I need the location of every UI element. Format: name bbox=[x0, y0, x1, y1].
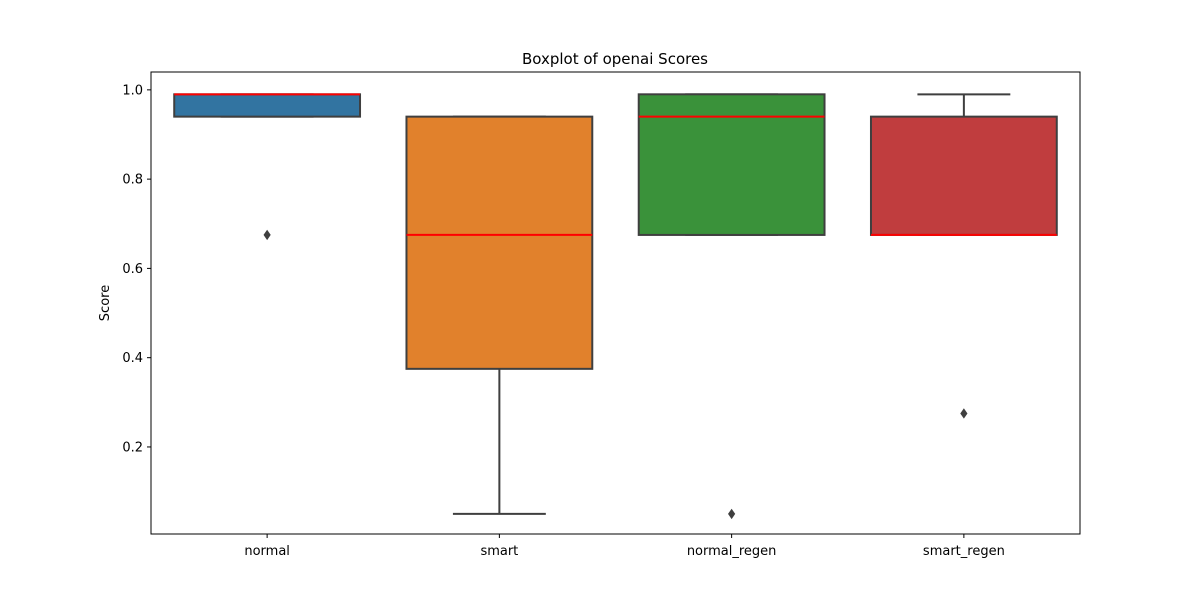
box-group-smart-regen bbox=[869, 93, 1058, 419]
x-axis-ticks: normal smart normal_regen smart_regen bbox=[244, 534, 1005, 559]
box-group-smart bbox=[405, 115, 594, 515]
x-tick-label: normal bbox=[244, 544, 290, 559]
iqr-box bbox=[173, 93, 362, 118]
y-tick-label: 0.4 bbox=[122, 351, 143, 366]
iqr-box bbox=[405, 115, 594, 370]
plot-marks bbox=[173, 93, 1058, 520]
y-axis-ticks: 0.2 0.4 0.6 0.8 1.0 bbox=[122, 83, 151, 455]
chart-title: Boxplot of openai Scores bbox=[522, 50, 708, 68]
outlier-point bbox=[728, 508, 736, 520]
x-tick-label: smart_regen bbox=[923, 544, 1005, 559]
box-group-normal-regen bbox=[637, 93, 826, 520]
x-tick-label: normal_regen bbox=[687, 544, 777, 559]
y-tick-label: 1.0 bbox=[122, 83, 143, 98]
outlier-point bbox=[263, 229, 271, 241]
plot-frame bbox=[150, 71, 1081, 535]
y-axis-label: Score bbox=[98, 285, 113, 321]
iqr-box bbox=[637, 93, 826, 236]
y-tick-label: 0.6 bbox=[122, 262, 143, 277]
y-tick-label: 0.8 bbox=[122, 173, 143, 188]
y-tick-label: 0.2 bbox=[122, 440, 143, 455]
x-tick-label: smart bbox=[480, 544, 518, 559]
outlier-point bbox=[960, 408, 968, 419]
iqr-box bbox=[869, 115, 1058, 236]
box-group-normal bbox=[173, 93, 362, 241]
